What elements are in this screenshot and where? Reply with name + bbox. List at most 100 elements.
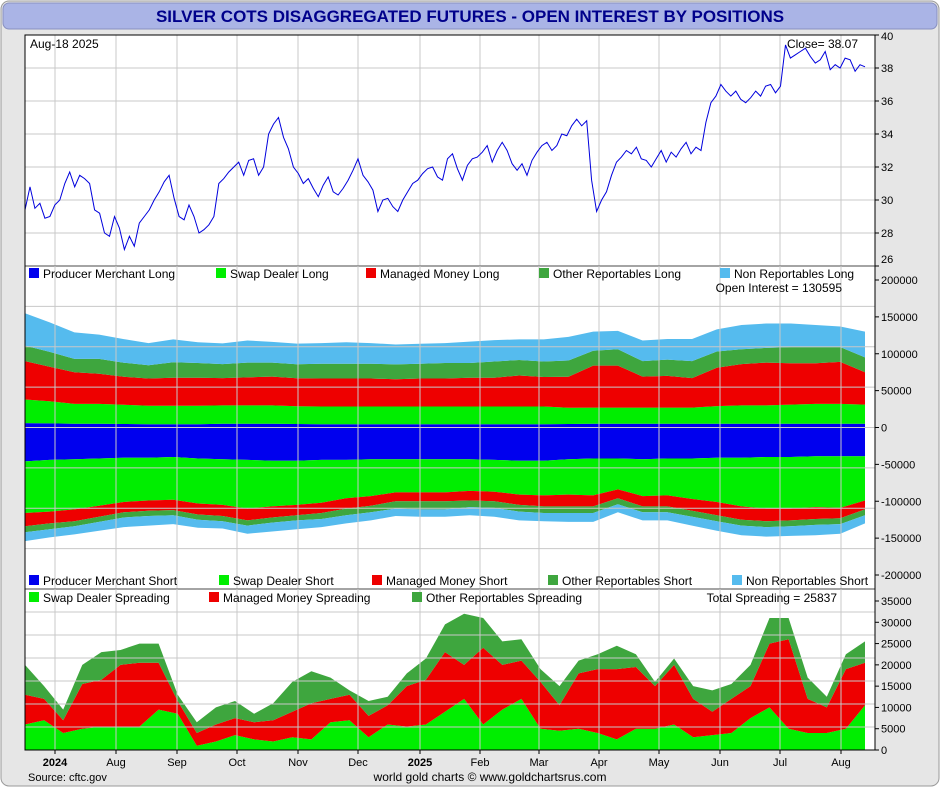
legend-label: Other Reportables Short bbox=[562, 574, 693, 588]
spreading-axis-ticks: 0 5000 10000 15000 20000 25000 30000 35000 bbox=[875, 596, 912, 757]
managed-money-long-area bbox=[25, 361, 865, 408]
legend-label: Producer Merchant Long bbox=[43, 267, 175, 281]
legend-swatch bbox=[372, 575, 382, 585]
legend-short: Producer Merchant Short Swap Dealer Short… bbox=[29, 574, 869, 588]
legend-label: Swap Dealer Short bbox=[233, 574, 334, 588]
y-tick-label: -200000 bbox=[881, 570, 921, 582]
swap-dealer-long-area bbox=[25, 399, 865, 425]
price-date-label: Aug-18 2025 bbox=[30, 37, 99, 51]
y-tick-label: 28 bbox=[881, 228, 893, 240]
y-tick-label: 38 bbox=[881, 63, 893, 75]
x-tick-label: Aug bbox=[831, 757, 851, 769]
y-tick-label: 40 bbox=[881, 31, 893, 43]
y-tick-label: -150000 bbox=[881, 533, 921, 545]
price-close-label: Close= 38.07 bbox=[787, 37, 858, 51]
x-tick-label: Sep bbox=[167, 757, 187, 769]
y-tick-label: 150000 bbox=[881, 312, 918, 324]
legend-label: Other Reportables Long bbox=[553, 267, 681, 281]
x-tick-label: May bbox=[649, 757, 670, 769]
y-tick-label: 200000 bbox=[881, 275, 918, 287]
legend-swatch bbox=[366, 268, 376, 278]
legend-label: Managed Money Spreading bbox=[223, 591, 370, 605]
x-tick-label: Jul bbox=[773, 757, 787, 769]
positions-axis-ticks: -200000 -150000 -100000 -50000 0 50000 100000 1… bbox=[875, 275, 921, 582]
x-tick-label: Dec bbox=[348, 757, 368, 769]
x-tick-label: Mar bbox=[530, 757, 549, 769]
legend-label: Non Reportables Long bbox=[734, 267, 854, 281]
total-spreading-label: Total Spreading = 25837 bbox=[707, 591, 838, 605]
price-axis-ticks: 26 28 30 32 34 36 38 40 bbox=[875, 31, 893, 267]
spreading-panel: 0 5000 10000 15000 20000 25000 30000 35000 Swap… bbox=[25, 588, 912, 757]
y-tick-label: 25000 bbox=[881, 639, 912, 651]
managed-money-short-area bbox=[25, 489, 865, 527]
legend-swatch bbox=[29, 592, 39, 602]
spreading-gridlines bbox=[25, 588, 875, 751]
legend-swatch bbox=[412, 592, 422, 602]
producer-merchant-short-area bbox=[25, 427, 865, 462]
x-axis-labels: 2024 Aug Sep Oct Nov Dec 2025 Feb Mar Apr May Jun Ju… bbox=[43, 750, 851, 769]
legend-swatch bbox=[548, 575, 558, 585]
legend-swatch bbox=[216, 268, 226, 278]
credit-label: world gold charts © www.goldchartsrus.co… bbox=[373, 770, 607, 784]
other-reportables-short-area bbox=[25, 498, 865, 533]
legend-label: Other Reportables Spreading bbox=[426, 591, 582, 605]
y-tick-label: 0 bbox=[881, 423, 887, 435]
legend-label: Producer Merchant Short bbox=[43, 574, 178, 588]
legend-label: Swap Dealer Spreading bbox=[43, 591, 170, 605]
legend-spreading: Swap Dealer Spreading Managed Money Sprea… bbox=[29, 591, 582, 605]
x-tick-label: Oct bbox=[228, 757, 245, 769]
price-line bbox=[24, 44, 866, 252]
legend-long: Producer Merchant Long Swap Dealer Long Ma… bbox=[29, 267, 854, 281]
y-tick-label: 5000 bbox=[881, 724, 905, 736]
y-tick-label: 34 bbox=[881, 129, 893, 141]
open-interest-label: Open Interest = 130595 bbox=[716, 281, 843, 295]
legend-swatch bbox=[29, 575, 39, 585]
x-tick-label: 2024 bbox=[43, 757, 68, 769]
y-tick-label: 32 bbox=[881, 162, 893, 174]
legend-swatch bbox=[539, 268, 549, 278]
y-tick-label: 26 bbox=[881, 254, 893, 266]
legend-label: Non Reportables Short bbox=[746, 574, 869, 588]
legend-swatch bbox=[720, 268, 730, 278]
title-bar bbox=[2, 2, 938, 30]
x-tick-label: Nov bbox=[288, 757, 308, 769]
legend-label: Managed Money Long bbox=[380, 267, 499, 281]
legend-swatch bbox=[29, 268, 39, 278]
y-tick-label: 15000 bbox=[881, 681, 912, 693]
non-reportables-long-area bbox=[25, 313, 865, 366]
y-tick-label: 50000 bbox=[881, 386, 912, 398]
y-tick-label: 30 bbox=[881, 195, 893, 207]
swap-dealer-spreading-area bbox=[25, 698, 865, 750]
source-label: Source: cftc.gov bbox=[28, 772, 107, 784]
legend-swatch bbox=[209, 592, 219, 602]
non-reportables-short-area bbox=[25, 504, 865, 542]
other-reportables-long-area bbox=[25, 345, 865, 380]
legend-label: Managed Money Short bbox=[386, 574, 508, 588]
positions-panel: -200000 -150000 -100000 -50000 0 50000 100000 1… bbox=[25, 265, 921, 590]
y-tick-label: 36 bbox=[881, 96, 893, 108]
y-tick-label: 20000 bbox=[881, 660, 912, 672]
x-tick-label: 2025 bbox=[408, 757, 432, 769]
x-tick-label: Apr bbox=[590, 757, 607, 769]
y-tick-label: 0 bbox=[881, 745, 887, 757]
producer-merchant-long-area bbox=[25, 423, 865, 428]
managed-money-spreading-area bbox=[25, 639, 865, 746]
y-tick-label: 100000 bbox=[881, 349, 918, 361]
y-tick-label: -50000 bbox=[881, 459, 915, 471]
y-tick-label: 10000 bbox=[881, 702, 912, 714]
x-tick-label: Aug bbox=[106, 757, 126, 769]
legend-swatch bbox=[219, 575, 229, 585]
x-tick-label: Feb bbox=[471, 757, 490, 769]
spreading-areas bbox=[25, 613, 865, 750]
legend-label: Swap Dealer Long bbox=[230, 267, 329, 281]
legend-swatch bbox=[732, 575, 742, 585]
y-tick-label: -100000 bbox=[881, 496, 921, 508]
chart-title: SILVER COTS DISAGGREGATED FUTURES - OPEN… bbox=[156, 7, 784, 26]
other-reportables-spreading-area bbox=[25, 613, 865, 733]
positions-areas bbox=[25, 313, 865, 542]
y-tick-label: 35000 bbox=[881, 596, 912, 608]
plot-border bbox=[24, 34, 876, 751]
swap-dealer-short-area bbox=[25, 456, 865, 513]
y-tick-label: 30000 bbox=[881, 617, 912, 629]
